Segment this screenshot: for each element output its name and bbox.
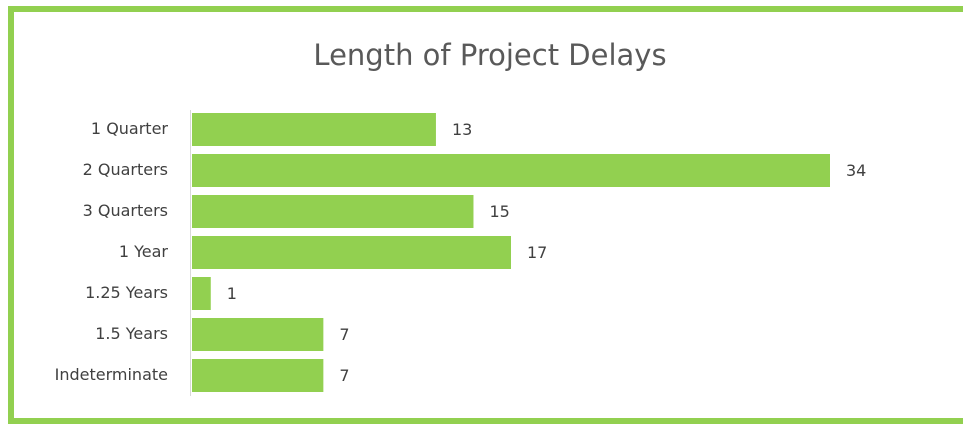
bar — [192, 236, 511, 269]
bar — [192, 277, 211, 310]
data-label: 7 — [339, 325, 349, 344]
y-tick-label: 1 Year — [119, 242, 169, 261]
y-tick-label: 1.5 Years — [95, 324, 168, 343]
y-tick-label: 2 Quarters — [83, 160, 168, 179]
bar — [192, 154, 830, 187]
bar — [192, 318, 324, 351]
data-label: 13 — [452, 120, 472, 139]
data-label: 1 — [227, 284, 237, 303]
data-label: 17 — [527, 243, 547, 262]
chart-title: Length of Project Delays — [313, 38, 666, 72]
bar — [192, 195, 474, 228]
bar — [192, 359, 324, 392]
y-tick-label: 3 Quarters — [83, 201, 168, 220]
chart-frame — [8, 6, 963, 424]
y-tick-label: 1.25 Years — [85, 283, 168, 302]
y-tick-label: Indeterminate — [55, 365, 168, 384]
data-label: 34 — [846, 161, 866, 180]
y-tick-label: 1 Quarter — [91, 119, 169, 138]
data-label: 7 — [339, 366, 349, 385]
bar — [192, 113, 436, 146]
data-label: 15 — [489, 202, 509, 221]
